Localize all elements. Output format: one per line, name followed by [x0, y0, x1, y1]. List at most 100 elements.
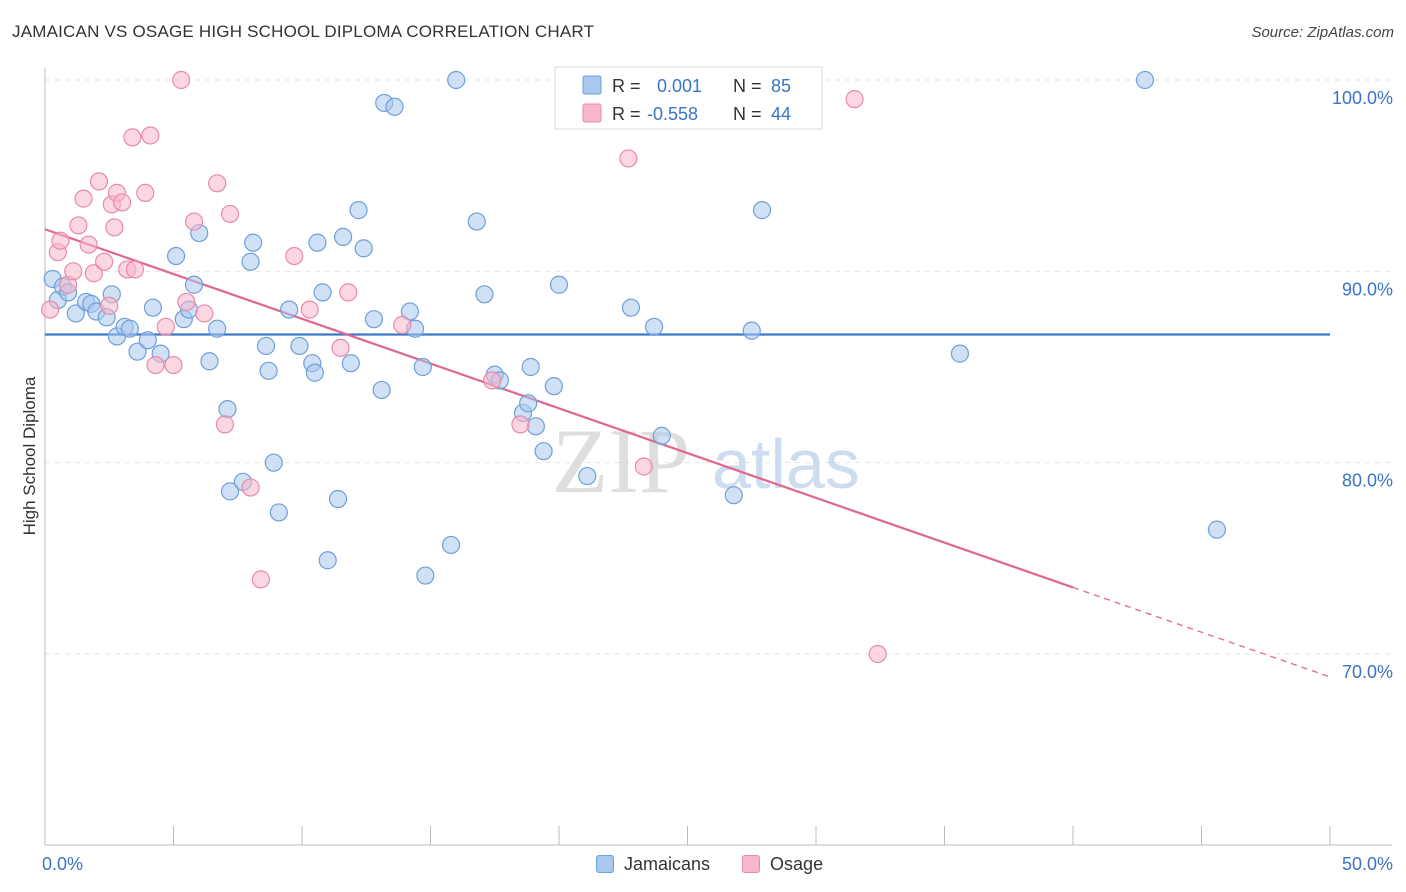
point-jamaicans [742, 321, 761, 340]
point-jamaicans [244, 233, 263, 252]
point-jamaicans [290, 336, 309, 356]
watermark-zip: ZIP [552, 410, 690, 512]
point-jamaicans [349, 201, 368, 220]
point-osage [845, 90, 864, 109]
y-tick-labels: 100.0% 90.0% 80.0% 70.0% [1332, 88, 1393, 682]
point-jamaicans [441, 535, 461, 555]
chart-title: JAMAICAN VS OSAGE HIGH SCHOOL DIPLOMA CO… [12, 22, 595, 41]
trend-line-dashed [1072, 586, 1331, 678]
y-axis-label: High School Diploma [20, 376, 39, 535]
point-osage [184, 212, 204, 231]
point-jamaicans [447, 70, 466, 90]
point-jamaicans [269, 503, 288, 522]
point-jamaicans [305, 363, 324, 382]
stat-n-value-1: 85 [771, 76, 791, 96]
point-jamaicans [241, 252, 260, 271]
point-jamaicans [184, 275, 204, 294]
point-jamaicans [220, 482, 240, 501]
stat-n-label-2: N = [733, 104, 762, 124]
point-jamaicans [66, 304, 85, 323]
stat-r-label-2: R = [612, 104, 641, 124]
stat-n-label-1: N = [733, 76, 762, 96]
point-osage [208, 174, 227, 193]
point-osage [74, 189, 93, 208]
point-osage [619, 149, 638, 168]
point-jamaicans [120, 319, 139, 338]
trend-line-solid [44, 228, 1074, 589]
legend-item-jamaicans: Jamaicans [596, 854, 710, 875]
y-tick-label: 100.0% [1332, 88, 1393, 108]
point-osage [300, 300, 319, 319]
stat-r-value-1: 0.001 [657, 76, 702, 96]
point-jamaicans [549, 275, 569, 294]
point-osage [511, 415, 530, 434]
stat-r-value-2: -0.558 [647, 104, 698, 124]
point-jamaicans [334, 227, 353, 246]
point-osage [141, 126, 160, 145]
point-jamaicans [724, 486, 743, 505]
point-jamaicans [621, 298, 641, 317]
point-jamaicans [308, 233, 327, 252]
point-osage [100, 296, 119, 315]
point-jamaicans [166, 246, 186, 266]
y-tick-label: 80.0% [1342, 471, 1393, 491]
point-osage [634, 457, 653, 476]
point-jamaicans [259, 361, 278, 380]
point-osage [195, 304, 214, 323]
axes [44, 68, 1392, 846]
legend-label-jamaicans: Jamaicans [624, 853, 711, 874]
point-osage [95, 252, 114, 271]
point-osage [84, 264, 103, 283]
x-tick-label-max: 50.0% [1342, 854, 1393, 874]
point-jamaicans [280, 300, 299, 319]
point-osage [331, 338, 350, 357]
y-tick-label: 70.0% [1342, 662, 1393, 682]
gridlines [45, 79, 1392, 655]
point-jamaicans [475, 285, 494, 304]
point-jamaicans [313, 283, 332, 302]
point-jamaicans [519, 394, 538, 413]
stat-n-value-2: 44 [771, 104, 791, 124]
point-jamaicans [318, 551, 337, 570]
point-jamaicans [534, 442, 553, 461]
point-jamaicans [364, 310, 384, 329]
point-osage [136, 183, 155, 202]
point-jamaicans [341, 354, 360, 373]
point-jamaicans [385, 97, 404, 116]
point-osage [215, 415, 234, 434]
point-osage [251, 570, 270, 589]
point-osage [483, 371, 502, 390]
point-jamaicans [544, 377, 563, 396]
bottom-legend: Jamaicans Osage [596, 852, 845, 876]
point-osage [123, 128, 142, 147]
point-osage [105, 218, 124, 237]
point-jamaicans [200, 352, 219, 371]
point-jamaicans [1207, 520, 1227, 539]
point-jamaicans [652, 426, 671, 445]
point-osage [69, 216, 88, 235]
x-tick-labels: 0.0% 50.0% [42, 854, 1393, 874]
point-jamaicans [752, 201, 772, 220]
point-jamaicans [416, 566, 435, 585]
point-osage [220, 204, 240, 224]
stats-legend: R = 0.001 N = 85 R = -0.558 N = 44 [554, 66, 823, 130]
legend-item-osage: Osage [742, 854, 823, 875]
data-points [41, 70, 1227, 664]
source-label: Source: ZipAtlas.com [1251, 24, 1394, 41]
point-jamaicans [138, 331, 157, 350]
point-jamaicans [578, 466, 597, 486]
point-jamaicans [372, 380, 391, 400]
point-jamaicans [143, 298, 163, 317]
point-osage [64, 262, 83, 281]
point-jamaicans [218, 399, 237, 419]
point-jamaicans [413, 357, 432, 377]
point-jamaicans [521, 357, 540, 377]
point-osage [146, 355, 165, 375]
point-jamaicans [950, 344, 970, 363]
point-jamaicans [328, 489, 348, 509]
point-jamaicans [264, 453, 283, 472]
point-osage [339, 283, 358, 302]
point-jamaicans [354, 239, 373, 258]
point-osage [41, 300, 60, 319]
